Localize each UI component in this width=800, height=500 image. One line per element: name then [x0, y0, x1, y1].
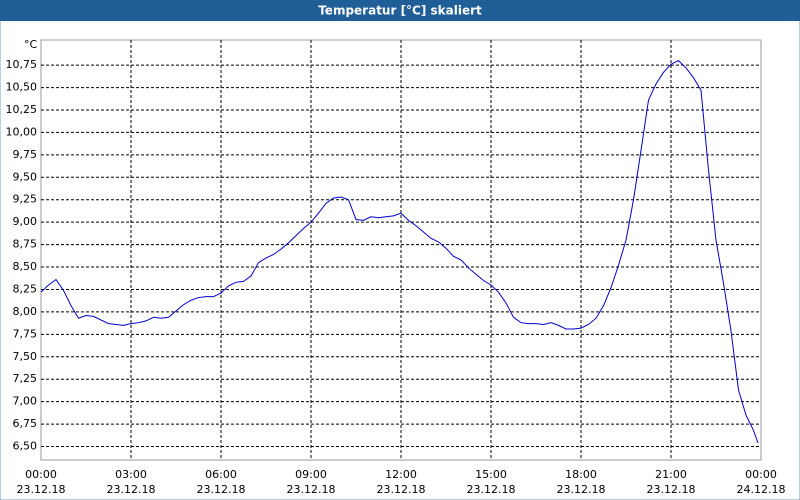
title-bar [0, 0, 800, 21]
x-tick-label: 06:00 [205, 468, 237, 481]
x-tick-date: 23.12.18 [647, 483, 696, 496]
y-tick-label: 8,00 [13, 305, 38, 318]
x-tick-label: 03:00 [115, 468, 147, 481]
y-tick-label: 8,75 [13, 238, 38, 251]
y-tick-label: 9,75 [13, 148, 38, 161]
y-axis-unit: °C [24, 38, 38, 51]
y-tick-label: 7,00 [13, 395, 38, 408]
y-tick-label: 9,00 [13, 215, 38, 228]
y-tick-label: 7,25 [13, 372, 38, 385]
data-line [40, 60, 759, 444]
x-tick-date: 23.12.18 [17, 483, 66, 496]
y-tick-label: 10,00 [6, 125, 38, 138]
y-tick-label: 6,50 [13, 440, 38, 453]
y-tick-label: 8,50 [13, 260, 38, 273]
x-tick-label: 21:00 [655, 468, 687, 481]
y-tick-label: 7,50 [13, 350, 38, 363]
y-tick-label: 10,50 [6, 81, 38, 94]
x-tick-label: 00:00 [745, 468, 777, 481]
y-tick-label: 7,75 [13, 327, 38, 340]
x-tick-date: 23.12.18 [467, 483, 516, 496]
y-tick-label: 8,25 [13, 282, 38, 295]
x-tick-date: 23.12.18 [197, 483, 246, 496]
x-tick-date: 23.12.18 [107, 483, 156, 496]
y-tick-label: 10,75 [6, 58, 38, 71]
y-tick-label: 9,50 [13, 170, 38, 183]
x-tick-label: 09:00 [295, 468, 327, 481]
x-tick-date: 23.12.18 [557, 483, 606, 496]
x-tick-label: 00:00 [25, 468, 57, 481]
x-tick-label: 12:00 [385, 468, 417, 481]
x-tick-date: 23.12.18 [287, 483, 336, 496]
y-tick-label: 6,75 [13, 417, 38, 430]
y-tick-label: 10,25 [6, 103, 38, 116]
x-tick-date: 24.12.18 [737, 483, 786, 496]
y-tick-label: 9,25 [13, 193, 38, 206]
x-tick-date: 23.12.18 [377, 483, 426, 496]
x-tick-label: 15:00 [475, 468, 507, 481]
chart-title: Temperatur [°C] skaliert [318, 4, 482, 18]
x-tick-label: 18:00 [565, 468, 597, 481]
